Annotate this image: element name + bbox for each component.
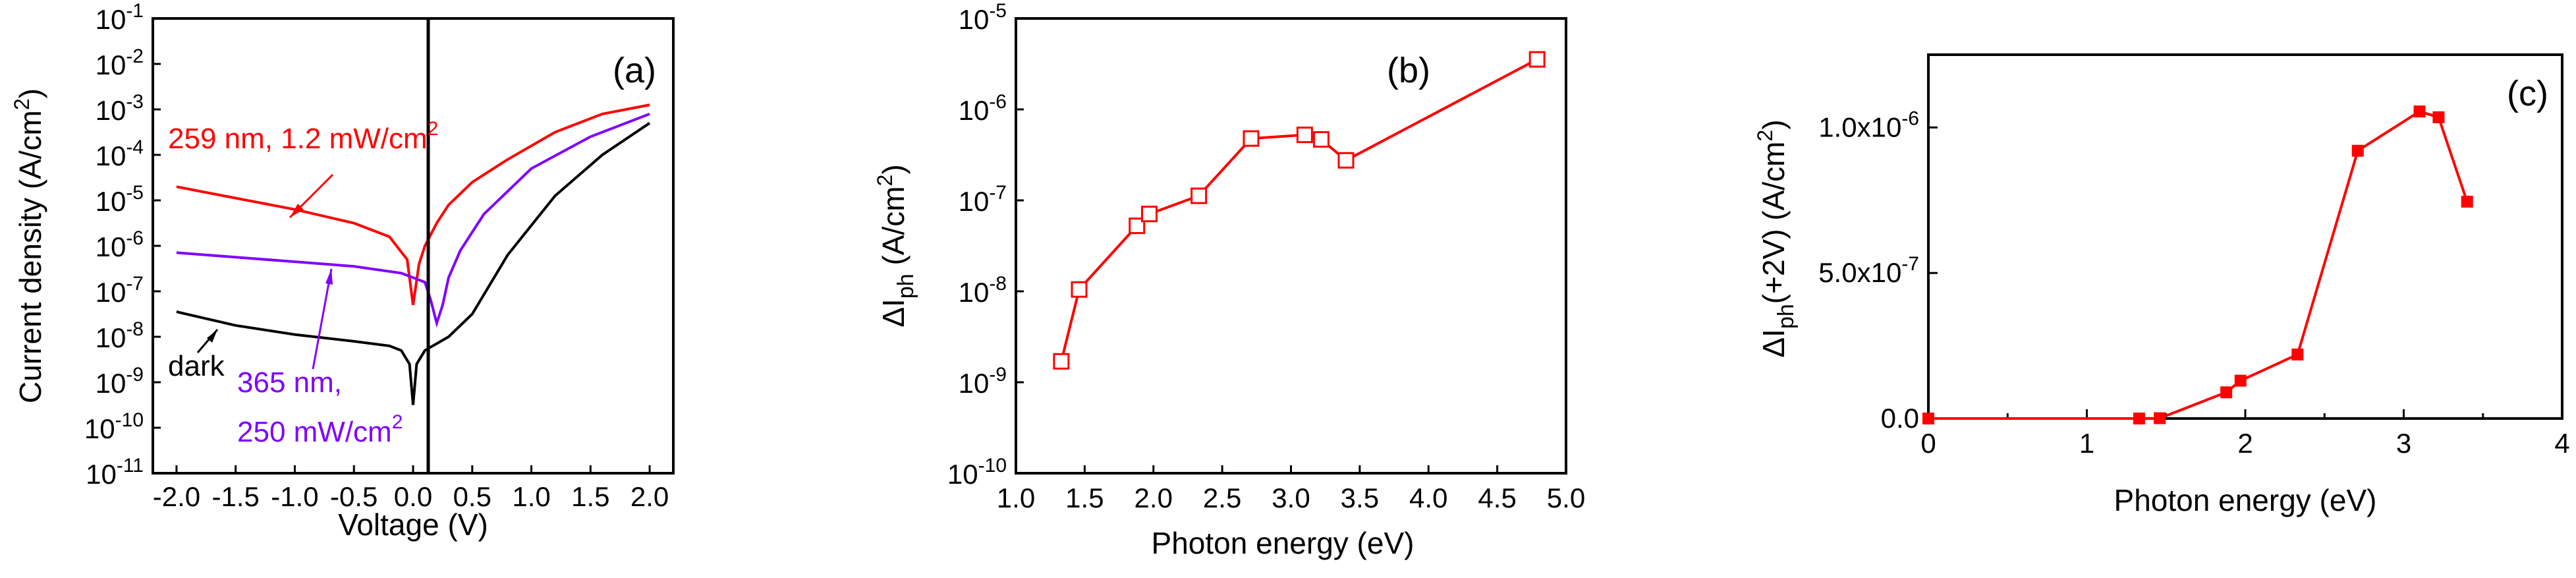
panel-a-ylabel: Current density (A/cm2) (10, 88, 47, 403)
data-point (2234, 374, 2247, 387)
y-tick-label: 10-6 (959, 91, 1007, 126)
x-tick-label: 1.0 (997, 482, 1035, 513)
y-tick-label: 10-5 (959, 0, 1007, 35)
y-tick-label: 1.0x10-6 (1818, 107, 1919, 142)
data-point (2413, 105, 2426, 118)
annotation-365nm-arrowhead (325, 269, 333, 285)
series-line-0 (176, 103, 650, 305)
x-tick-label: 0.5 (453, 481, 491, 512)
panel-b-ticks: 1.0 1.5 2.0 2.5 3.0 3.5 4.0 4.5 5.0 10-5 10-6 10-7 1… (947, 0, 1585, 513)
annotation-dark: dark (168, 350, 225, 382)
y-tick-label: 10-1 (96, 0, 144, 35)
x-tick-label: 3 (2396, 428, 2411, 459)
x-tick-label: -2.0 (153, 481, 200, 512)
x-tick-label: 3.0 (1272, 482, 1310, 513)
x-tick-label: 0 (1920, 428, 1936, 459)
panel-b-xlabel: Photon energy (eV) (1152, 526, 1414, 560)
data-point (1312, 131, 1330, 148)
panel-a-label: (a) (613, 51, 656, 90)
x-tick-label: 4.5 (1478, 482, 1516, 513)
panel-c-ticks: 0 1 2 3 4 0.0 5.0x10-7 1.0x10-6 (1818, 107, 2569, 459)
x-tick-label: 2 (2237, 428, 2253, 459)
data-point (1243, 130, 1260, 147)
y-tick-label: 5.0x10-7 (1818, 253, 1919, 288)
panel-b-label: (b) (1387, 51, 1430, 90)
y-tick-label: 10-4 (96, 136, 144, 171)
panel-a-series (176, 103, 651, 405)
x-tick-label: -1.5 (211, 481, 259, 512)
y-tick-label: 10-11 (86, 455, 144, 490)
data-point (1190, 187, 1208, 204)
data-point (2432, 111, 2445, 123)
panel-b: 1.0 1.5 2.0 2.5 3.0 3.5 4.0 4.5 5.0 10-5 10-6 10-7 1… (873, 0, 1585, 560)
y-tick-label: 10-5 (96, 182, 144, 217)
x-tick-label: 5.0 (1547, 482, 1585, 513)
panel-b-ylabel: ΔIph (A/cm2) (873, 164, 918, 327)
x-tick-label: 4.0 (1409, 482, 1447, 513)
data-point (1140, 206, 1158, 223)
data-point (2351, 144, 2364, 157)
series-line-2 (176, 122, 651, 405)
panel-c: 0 1 2 3 4 0.0 5.0x10-7 1.0x10-6 (c) Photon ener… (1753, 53, 2570, 517)
y-tick-label: 10-10 (947, 455, 1007, 490)
y-tick-label: 10-6 (96, 227, 144, 262)
annotation-259nm-arrowhead (290, 204, 304, 217)
x-tick-label: 2.0 (1134, 482, 1173, 513)
x-tick-label: 3.5 (1341, 482, 1379, 513)
y-tick-label: 10-7 (959, 182, 1007, 217)
data-point (2220, 386, 2233, 399)
panel-c-frame (1927, 53, 2563, 420)
panel-a-xlabel: Voltage (V) (338, 507, 488, 542)
annotation-365nm-arrow (312, 268, 333, 370)
data-point (1922, 413, 1934, 424)
x-tick-label: -1.0 (271, 481, 318, 512)
panel-c-label: (c) (2507, 74, 2548, 113)
x-tick-label: 4 (2554, 428, 2569, 459)
data-point (1528, 51, 1546, 68)
x-tick-label: 1.5 (571, 481, 609, 512)
y-tick-label: 10-2 (96, 45, 144, 80)
x-tick-label: 1.0 (512, 481, 550, 512)
y-tick-label: 10-8 (959, 273, 1007, 308)
data-point (2461, 196, 2473, 208)
y-tick-label: 10-8 (96, 318, 144, 353)
data-point (1053, 353, 1070, 370)
x-tick-label: 1 (2079, 428, 2094, 459)
panel-c-ylabel: ΔIph(+2V) (A/cm2) (1753, 119, 1799, 357)
y-tick-label: 10-9 (959, 364, 1007, 399)
annotation-dark-arrowhead (207, 330, 217, 343)
y-tick-label: 10-7 (96, 273, 144, 308)
y-tick-label: 10-10 (84, 409, 144, 444)
panel-a-ticks: -2.0 -1.5 -1.0 -0.5 0.0 0.5 1.0 1.5 2.0 10-1 10-2 1… (84, 0, 669, 512)
data-point (1071, 281, 1088, 298)
x-tick-label: 2.0 (630, 481, 669, 512)
panel-c-series (1922, 105, 2473, 424)
annotation-365nm-line2: 250 mW/cm2 (237, 411, 403, 448)
data-point (1296, 127, 1313, 144)
y-tick-label: 0.0 (1881, 403, 1919, 434)
y-tick-label: 10-9 (96, 364, 144, 399)
series-line (1059, 58, 1538, 362)
x-tick-label: 1.5 (1065, 482, 1104, 513)
x-tick-label: 0.0 (394, 481, 432, 512)
annotation-365nm-line1: 365 nm, (237, 366, 342, 399)
data-point (2291, 348, 2304, 361)
x-tick-label: 2.5 (1203, 482, 1241, 513)
data-point (2154, 412, 2166, 424)
annotation-259nm: 259 nm, 1.2 mW/cm2 (168, 118, 438, 155)
panel-a: -2.0 -1.5 -1.0 -0.5 0.0 0.5 1.0 1.5 2.0 10-1 10-2 1… (10, 0, 675, 542)
data-point (1129, 217, 1146, 235)
x-tick-label: -0.5 (330, 481, 378, 512)
y-tick-label: 10-3 (96, 91, 144, 126)
panel-b-series (1053, 51, 1546, 370)
data-point (1337, 152, 1355, 169)
series-line-1 (176, 113, 650, 328)
data-point (2133, 413, 2145, 424)
panel-c-xlabel: Photon energy (eV) (2114, 483, 2377, 517)
series-line (1928, 109, 2469, 420)
